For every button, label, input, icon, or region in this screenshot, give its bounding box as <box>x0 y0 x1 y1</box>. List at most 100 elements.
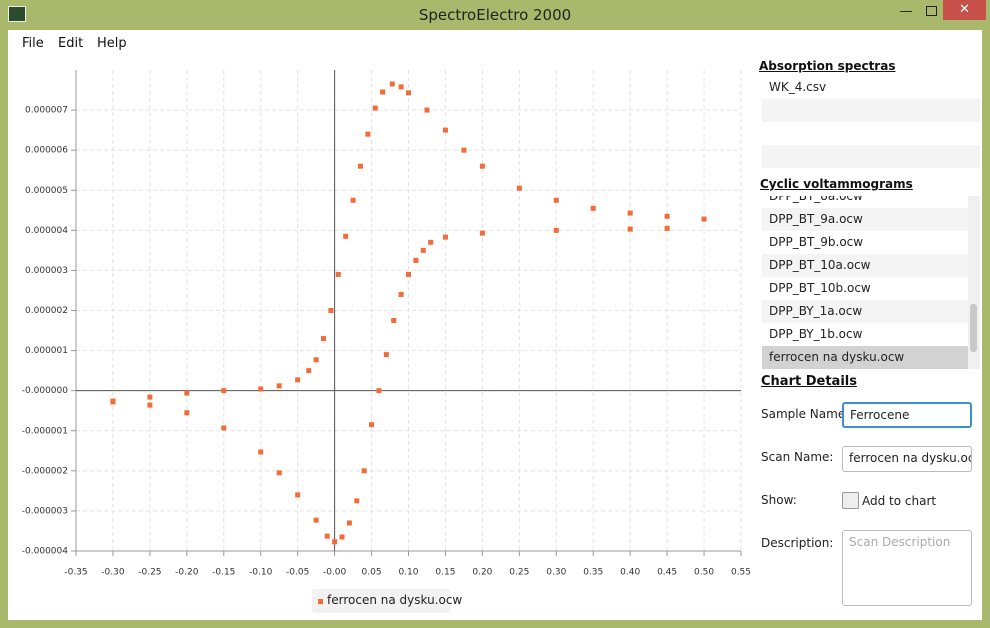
data-point <box>258 449 264 455</box>
data-point <box>147 402 153 408</box>
menu-item[interactable]: Edit <box>58 36 84 51</box>
data-point <box>627 226 633 232</box>
list-item[interactable]: DPP_BY_1b.ocw <box>769 327 863 341</box>
checkbox[interactable] <box>842 492 859 509</box>
description-textarea[interactable]: Scan Description <box>842 530 972 606</box>
y-tick-label: -0.000003 <box>22 506 68 516</box>
x-tick-label: 0.20 <box>472 568 492 578</box>
scan-name-input[interactable]: ferrocen na dysku.ocw <box>842 446 972 472</box>
list-item[interactable]: DPP_BT_9a.ocw <box>762 208 968 231</box>
data-point <box>406 271 411 277</box>
data-point <box>346 520 352 526</box>
menu-item[interactable]: Help <box>97 36 127 51</box>
field-label: Show: <box>761 493 797 507</box>
data-point <box>357 163 363 169</box>
data-point <box>398 291 404 297</box>
list-row <box>762 122 980 145</box>
list-item[interactable]: DPP_BT_8a.ocw <box>769 196 863 203</box>
app-icon <box>8 6 26 22</box>
legend-label: ferrocen na dysku.ocw <box>327 593 463 607</box>
data-point <box>479 230 485 236</box>
x-tick-label: 0.30 <box>546 568 566 578</box>
data-point <box>420 247 426 253</box>
data-point <box>701 216 707 222</box>
data-point <box>313 357 319 363</box>
x-tick-label: 0.45 <box>657 568 677 578</box>
data-point <box>383 352 389 358</box>
data-point <box>428 239 434 245</box>
y-tick-label: 0.000001 <box>25 346 68 356</box>
data-point <box>372 105 378 111</box>
data-point <box>306 368 312 374</box>
x-tick-label: 0.40 <box>620 568 640 578</box>
data-point <box>413 257 419 263</box>
menu-item[interactable]: File <box>22 36 44 51</box>
absorption-list: WK_4.csv <box>762 76 980 168</box>
data-point <box>276 470 282 476</box>
close-button[interactable]: ✕ <box>943 0 986 20</box>
y-tick-label: 0.000007 <box>25 106 68 116</box>
data-point <box>258 386 264 392</box>
data-point <box>295 492 301 498</box>
section-title: Absorption spectras <box>759 59 896 73</box>
list-item[interactable]: DPP_BT_10a.ocw <box>762 254 968 277</box>
data-point <box>369 422 375 428</box>
field-label: Description: <box>761 536 834 550</box>
x-tick-label: 0.15 <box>435 568 455 578</box>
y-tick-label: -0.000004 <box>22 547 68 557</box>
data-point <box>350 197 356 203</box>
minimize-button[interactable]: — <box>899 4 913 19</box>
sample-name-input[interactable]: Ferrocene <box>842 402 972 428</box>
data-point <box>184 390 190 396</box>
x-tick-label: -0.15 <box>212 568 235 578</box>
section-title: Cyclic voltammograms <box>760 177 913 191</box>
x-tick-label: -0.20 <box>175 568 199 578</box>
data-point <box>354 498 360 504</box>
list-row <box>762 99 980 122</box>
data-point <box>553 197 559 203</box>
data-point <box>147 394 153 400</box>
checkbox-label[interactable]: Add to chart <box>862 494 937 508</box>
cv-list: DPP_BT_8a.ocw DPP_BT_9a.ocw DPP_BT_9b.ocw D… <box>762 196 968 369</box>
legend: ferrocen na dysku.ocw <box>312 589 462 613</box>
x-tick-label: -0.30 <box>101 568 125 578</box>
data-point <box>627 210 633 216</box>
data-point <box>479 163 485 169</box>
data-point <box>442 127 448 133</box>
x-tick-label: 0.05 <box>362 568 382 578</box>
list-item[interactable]: DPP_BT_10b.ocw <box>769 281 871 295</box>
list-item[interactable]: DPP_BY_1a.ocw <box>762 300 968 323</box>
list-row <box>762 145 980 168</box>
x-tick-label: -0.10 <box>249 568 273 578</box>
maximize-button[interactable] <box>926 6 937 16</box>
data-point <box>332 539 338 545</box>
data-point <box>442 234 448 240</box>
y-tick-label: -0.000000 <box>22 386 68 396</box>
data-point <box>376 388 382 394</box>
window-title: SpectroElectro 2000 <box>418 6 572 24</box>
x-tick-label: 0.10 <box>398 568 418 578</box>
data-point <box>424 107 430 113</box>
field-label: Sample Name: <box>761 407 850 421</box>
list-item[interactable]: WK_4.csv <box>769 80 827 94</box>
x-tick-label: -0.00 <box>323 568 347 578</box>
data-point <box>391 318 397 324</box>
data-point <box>365 131 371 137</box>
data-point <box>664 225 670 231</box>
section-title: Chart Details <box>761 374 857 389</box>
y-tick-label: 0.000002 <box>25 306 68 316</box>
data-point <box>664 213 670 219</box>
list-item[interactable]: ferrocen na dysku.ocw <box>762 346 968 369</box>
data-point <box>553 227 559 233</box>
y-tick-label: 0.000004 <box>25 226 68 236</box>
y-tick-label: -0.000001 <box>22 426 68 436</box>
x-tick-label: -0.35 <box>64 568 87 578</box>
data-point <box>335 271 341 277</box>
data-point <box>339 534 345 540</box>
data-point <box>590 205 596 211</box>
scrollbar[interactable] <box>968 196 980 369</box>
data-point <box>361 468 367 474</box>
data-point <box>516 185 522 191</box>
data-point <box>461 147 467 153</box>
list-item[interactable]: DPP_BT_9b.ocw <box>769 235 864 249</box>
